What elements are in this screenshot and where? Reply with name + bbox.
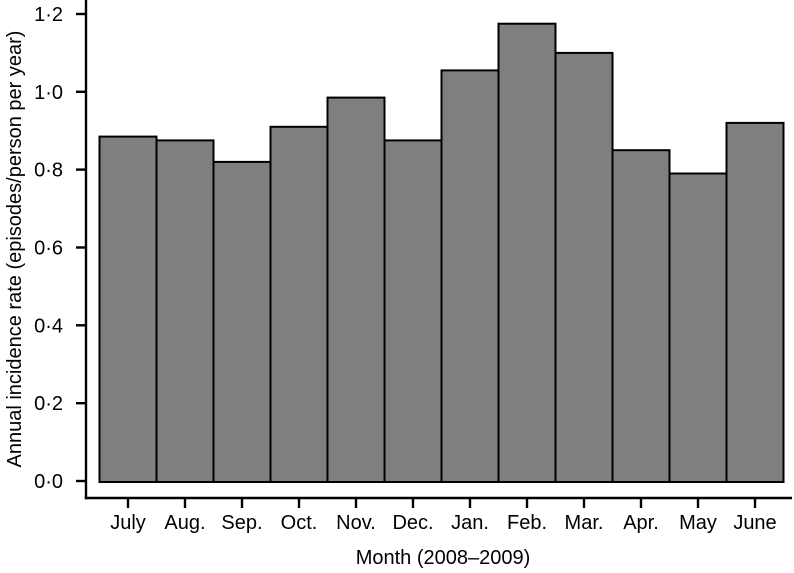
bar [155,139,215,483]
y-tick-label: 0·8 [34,160,63,182]
bar [611,149,671,483]
x-tick-label: July [110,512,146,534]
bar [497,22,557,483]
x-tick-label: Oct. [281,512,318,534]
x-tick-label: Nov. [336,512,376,534]
y-tick-label: 0·2 [34,393,63,415]
bar [326,96,386,483]
y-axis-title: Annual incidence rate (episodes/person p… [4,31,26,468]
x-tick-label: Mar. [565,512,604,534]
x-axis-title: Month (2008–2009) [356,547,531,569]
bar [212,160,272,483]
x-tick-label: Dec. [392,512,433,534]
bar [98,135,158,483]
bars-group [98,22,785,484]
x-tick-label: June [733,512,776,534]
x-tick-label: Sep. [221,512,262,534]
x-tick-label: Jan. [451,512,489,534]
bar [725,121,785,484]
x-tick-label: Apr. [623,512,659,534]
bar [554,51,614,484]
y-tick-label: 0·0 [34,471,63,493]
y-tick-label: 0·4 [34,315,63,337]
bar [383,139,443,483]
x-tick-label: Feb. [507,512,547,534]
bar [668,172,728,483]
y-tick-label: 1·2 [34,4,63,26]
y-tick-label: 1·0 [34,82,63,104]
y-tick-label: 0·6 [34,238,63,260]
axes-group: 0·0 0·2 0·4 0·6 0·8 1·0 1·2 July Aug. Sep. Oct. Nov… [34,0,792,534]
bar [440,69,500,484]
x-tick-label: May [679,512,717,534]
x-tick-label: Aug. [164,512,205,534]
bar [269,125,329,484]
